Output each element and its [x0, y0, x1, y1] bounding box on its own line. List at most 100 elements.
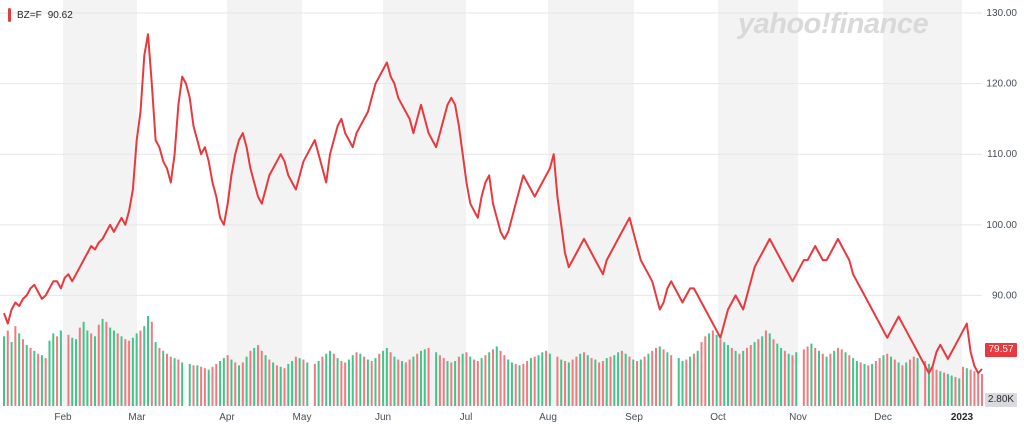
- volume-bar: [738, 353, 741, 406]
- volume-bar: [852, 358, 855, 406]
- volume-bar: [48, 340, 51, 406]
- volume-bar: [939, 371, 942, 406]
- volume-bar: [814, 347, 817, 406]
- volume-bar: [211, 366, 214, 406]
- volume-bar: [833, 350, 836, 406]
- volume-bar: [560, 359, 563, 406]
- volume-bar: [742, 350, 745, 406]
- volume-bar: [112, 330, 115, 406]
- x-tick-label: Aug: [539, 412, 557, 423]
- volume-bar: [962, 366, 965, 406]
- volume-bar: [848, 355, 851, 406]
- volume-bar: [374, 358, 377, 406]
- month-band: [718, 0, 798, 406]
- volume-bar: [692, 353, 695, 406]
- volume-bar: [67, 334, 70, 406]
- volume-bar: [238, 365, 241, 406]
- volume-bar: [772, 339, 775, 406]
- volume-bar: [188, 363, 191, 406]
- volume-bar: [507, 359, 510, 406]
- volume-bar: [207, 369, 210, 406]
- volume-bar: [529, 358, 532, 406]
- volume-bar: [40, 355, 43, 406]
- volume-bar: [219, 361, 222, 406]
- volume-bar: [893, 359, 896, 406]
- series-line-bz-f: [3, 33, 983, 375]
- volume-bar: [306, 362, 309, 406]
- legend-swatch: [8, 8, 11, 22]
- volume-bar: [116, 333, 119, 406]
- volume-bar: [203, 368, 206, 406]
- volume-bar: [795, 352, 798, 406]
- volume-bar: [476, 361, 479, 406]
- volume-bar: [935, 369, 938, 406]
- x-tick-label: Mar: [128, 412, 146, 423]
- volume-bar: [783, 350, 786, 406]
- month-band: [883, 0, 962, 406]
- y-tick-label: 120.00: [986, 79, 1017, 90]
- volume-bar: [245, 356, 248, 406]
- volume-bar: [14, 326, 17, 406]
- volume-bar: [332, 353, 335, 406]
- volume-bar: [613, 355, 616, 406]
- volume-bar: [943, 372, 946, 406]
- volume-bar: [548, 353, 551, 406]
- volume-bar: [696, 350, 699, 406]
- month-band: [548, 0, 634, 406]
- volume-bar: [321, 356, 324, 406]
- volume-bar: [689, 356, 692, 406]
- volume-bar: [662, 349, 665, 406]
- volume-bar: [545, 350, 548, 406]
- volume-bar: [29, 347, 32, 406]
- volume-bar: [131, 337, 134, 406]
- volume-bar: [700, 342, 703, 406]
- volume-bar: [582, 352, 585, 406]
- volume-bar: [575, 356, 578, 406]
- volume-bar: [533, 356, 536, 406]
- volume-bar: [18, 333, 21, 406]
- volume-bar: [279, 366, 282, 406]
- volume-bar: [393, 356, 396, 406]
- volume-bar: [571, 359, 574, 406]
- volume-bar: [268, 359, 271, 406]
- legend-value: 90.62: [47, 9, 73, 21]
- volume-bar: [727, 345, 730, 406]
- volume-bar: [818, 350, 820, 406]
- volume-bar: [950, 375, 953, 406]
- volume-bar: [147, 316, 150, 406]
- volume-bar: [465, 352, 468, 406]
- volume-bar: [6, 330, 9, 406]
- volume-bar: [370, 361, 373, 406]
- volume-bar: [44, 358, 47, 406]
- volume-bar: [480, 358, 483, 406]
- month-band: [227, 0, 302, 406]
- volume-bar: [71, 337, 74, 406]
- volume-bar: [681, 361, 684, 406]
- volume-bar: [162, 350, 165, 406]
- volume-bar: [946, 374, 949, 406]
- volume-bar: [855, 361, 858, 406]
- volume-bar: [730, 347, 733, 406]
- volume-bar: [685, 359, 688, 406]
- volume-bar: [192, 365, 195, 406]
- month-bands: [63, 0, 962, 406]
- volume-bar: [101, 318, 104, 406]
- volume-bar: [226, 355, 229, 406]
- volume-bar: [366, 359, 369, 406]
- volume-bar: [609, 356, 612, 406]
- volume-bar: [670, 355, 673, 406]
- volume-bar: [723, 342, 726, 406]
- volume-bar: [969, 369, 972, 406]
- volume-bar: [931, 366, 934, 406]
- volume-bar: [150, 321, 153, 406]
- grid-lines: [0, 12, 982, 296]
- volume-bar: [719, 339, 722, 406]
- volume-bar: [401, 361, 404, 406]
- volume-bar: [867, 365, 870, 406]
- volume-bar: [416, 353, 419, 406]
- volume-bar: [503, 355, 506, 406]
- volume-bar: [249, 350, 252, 406]
- volume-bar: [173, 358, 176, 406]
- volume-bar: [427, 347, 430, 406]
